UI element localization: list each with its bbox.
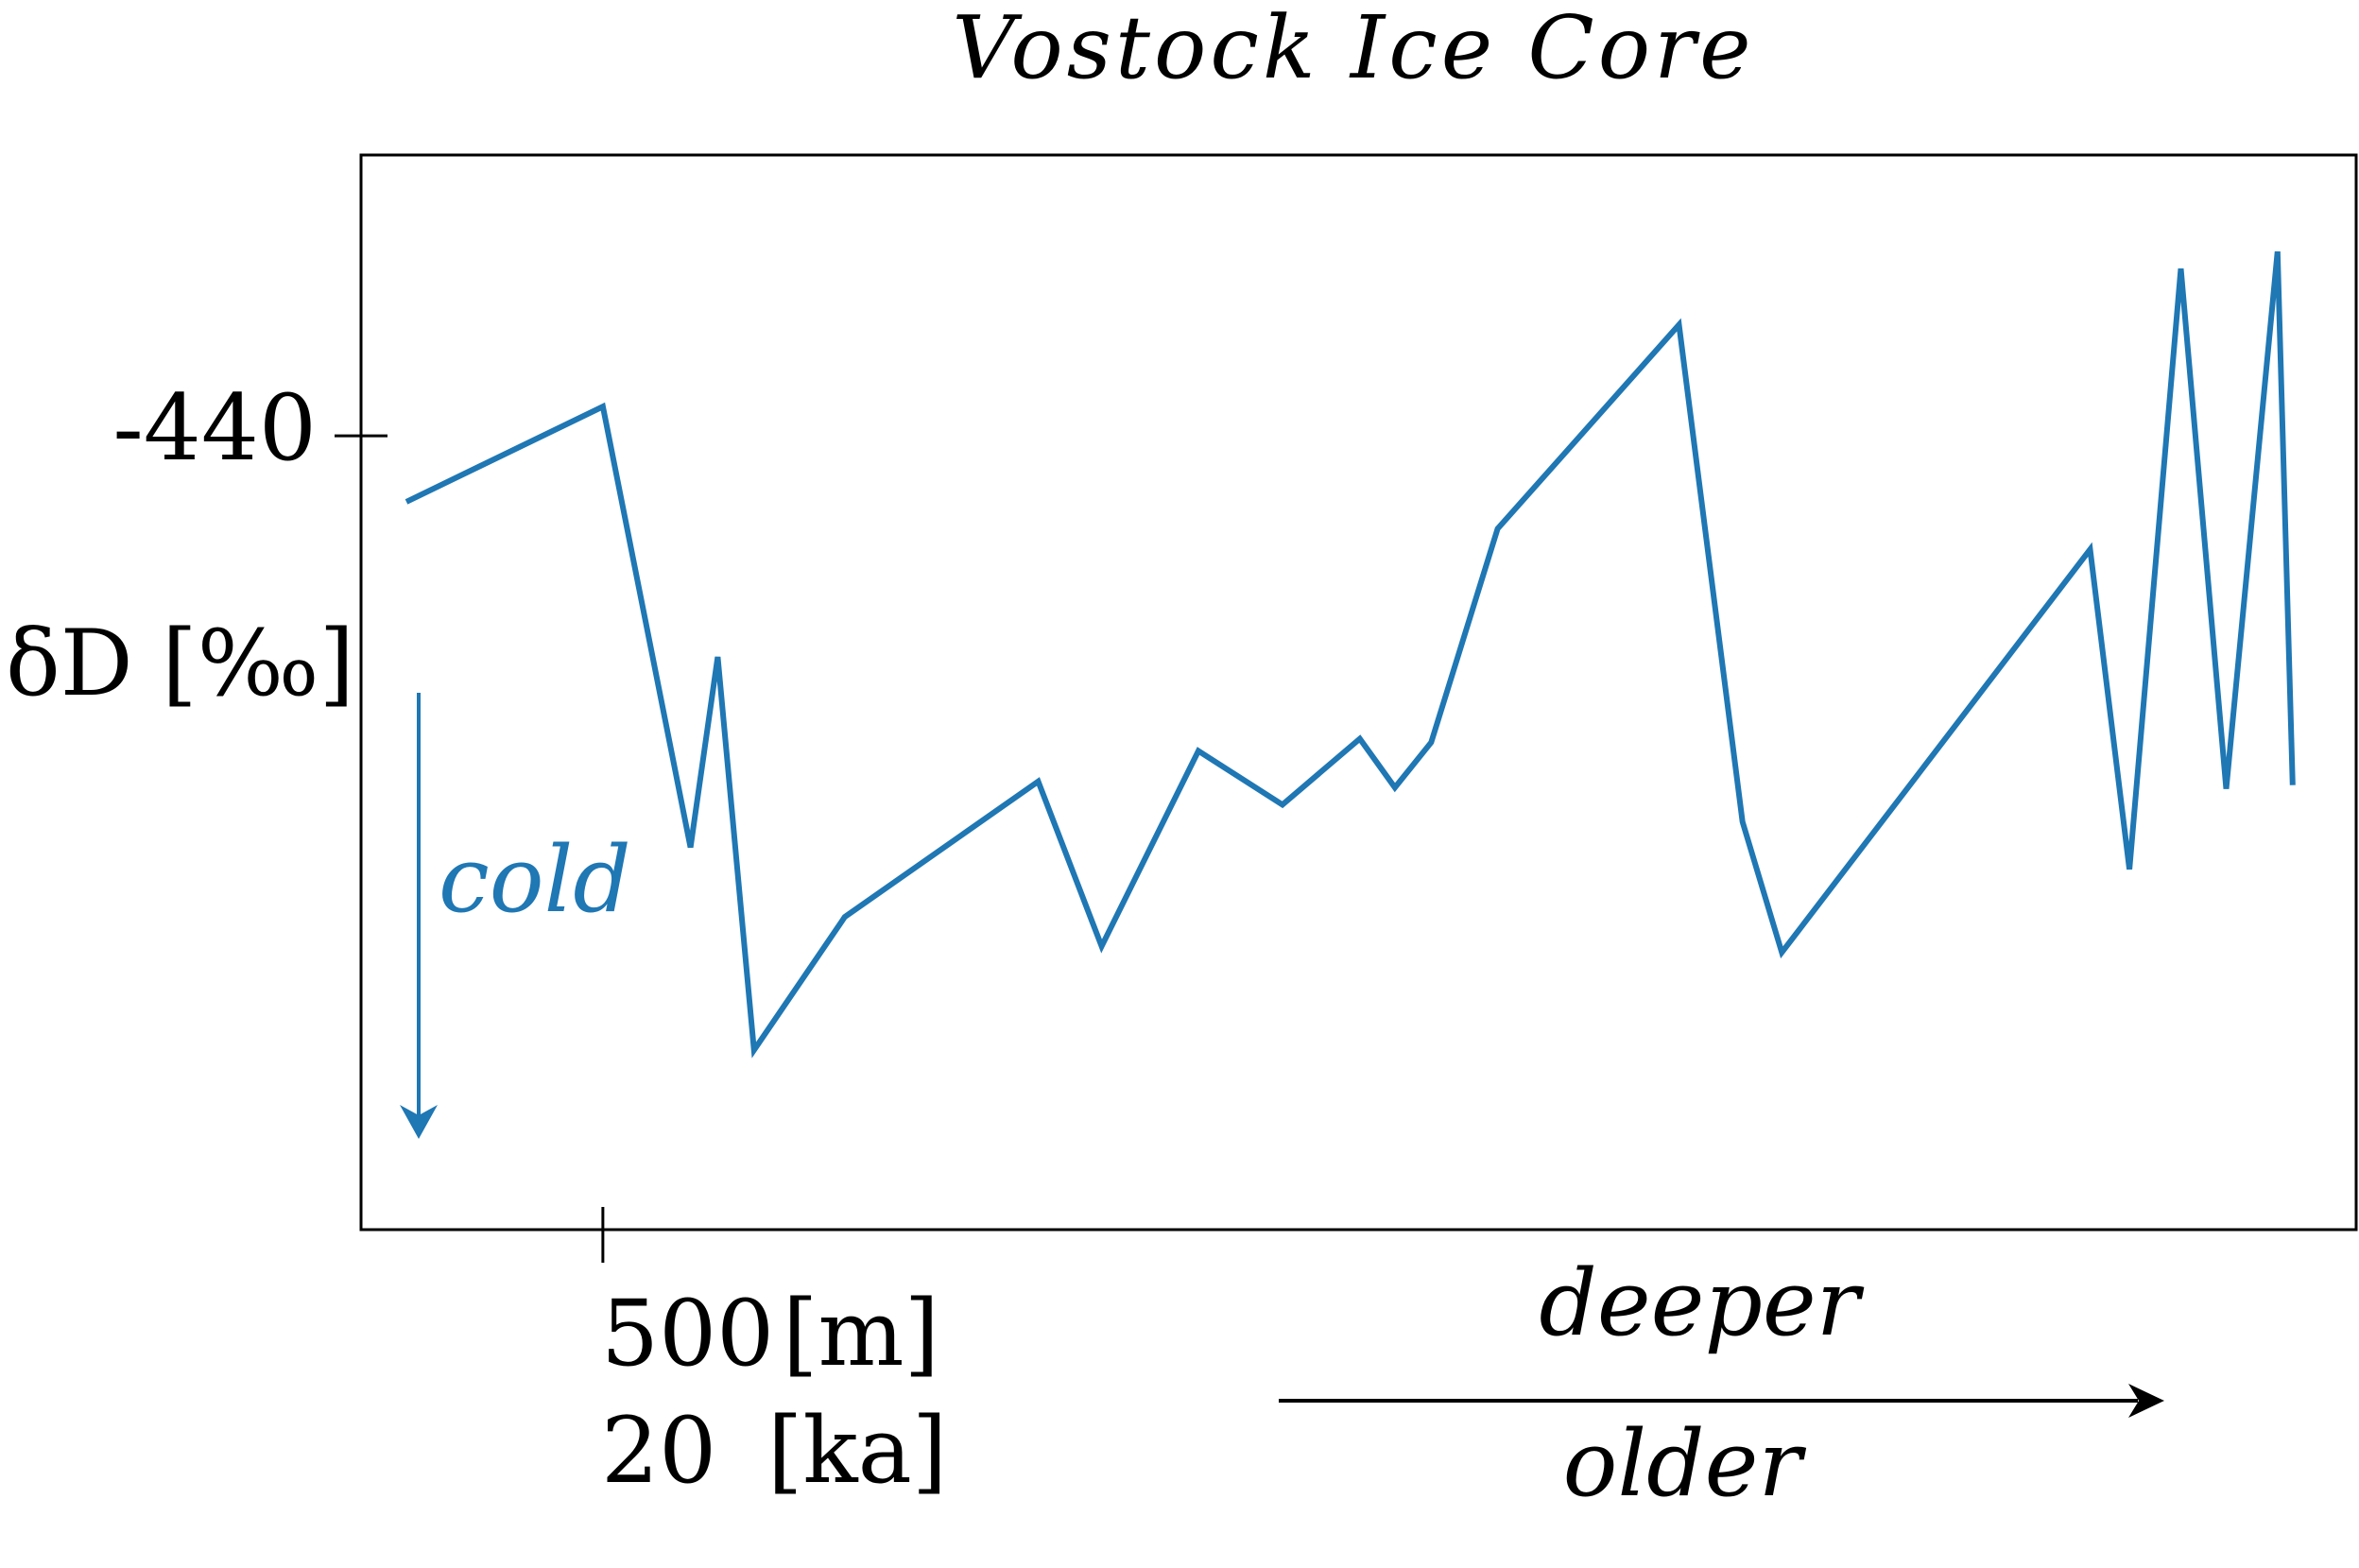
- x-tick-age-unit: [ka]: [767, 1398, 947, 1504]
- x-tick-depth-unit: [m]: [783, 1281, 939, 1387]
- cold-arrow-head: [400, 1105, 438, 1139]
- deeper-label: deeper: [1539, 1250, 1864, 1356]
- series-layer: [405, 250, 2296, 1059]
- cold-label: cold: [439, 827, 631, 933]
- y-axis-label: δD [‰]: [6, 611, 354, 716]
- x-tick-age-value: 20: [601, 1398, 716, 1504]
- y-tick-label: -440: [112, 375, 317, 481]
- x-tick-depth-value: 500: [601, 1281, 774, 1387]
- deeper-older-arrow-head: [2128, 1384, 2164, 1418]
- plot-frame: [359, 153, 2358, 1232]
- chart-title: Vostock Ice Core: [952, 0, 1754, 98]
- series-line-0: [405, 250, 2296, 1059]
- older-label: older: [1563, 1411, 1807, 1517]
